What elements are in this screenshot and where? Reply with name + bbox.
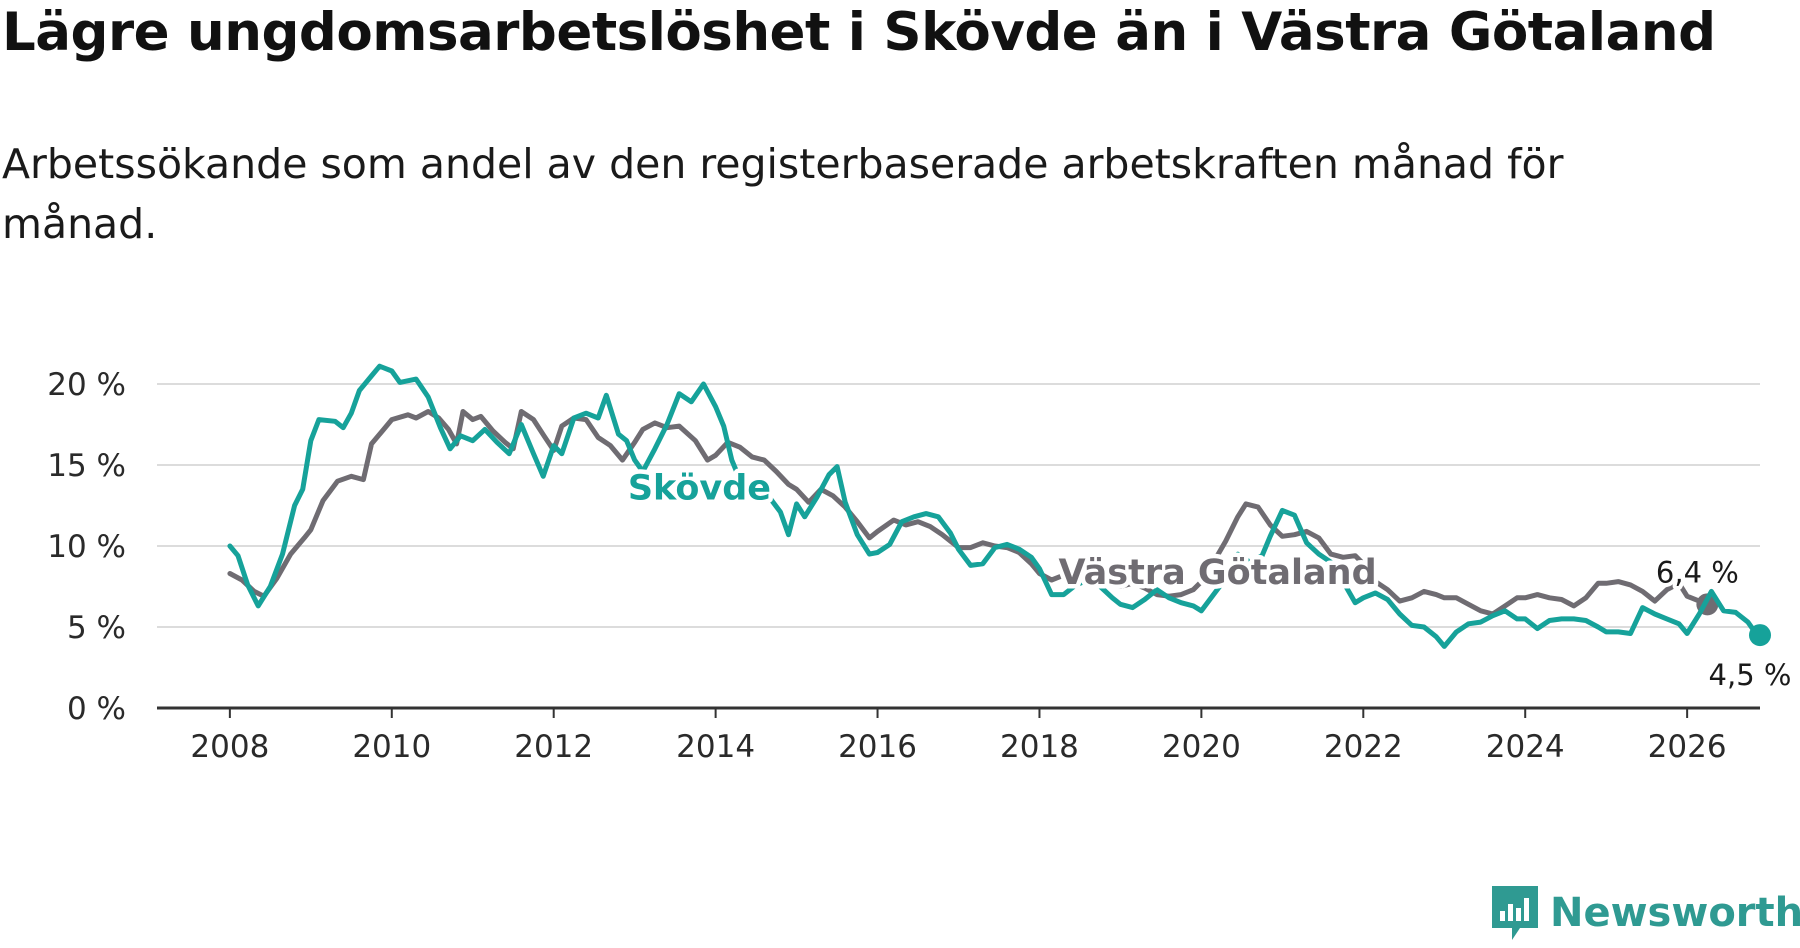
end-value-label: 4,5 % <box>1709 658 1792 692</box>
newsworthy-logo-icon <box>1492 886 1538 940</box>
newsworthy-logo-text: Newsworthy <box>1550 890 1800 936</box>
x-tick-label: 2026 <box>1648 729 1727 765</box>
x-tick-label: 2020 <box>1162 729 1241 765</box>
y-tick-label: 15 % <box>47 448 126 484</box>
series-line-vstra-gtaland <box>227 409 1710 617</box>
end-value-label: 6,4 % <box>1656 555 1739 589</box>
x-tick-label: 2022 <box>1324 729 1403 765</box>
chart-title: Lägre ungdomsarbetslöshet i Skövde än i … <box>2 2 1716 63</box>
x-tick-label: 2018 <box>1000 729 1079 765</box>
x-tick-label: 2012 <box>514 729 593 765</box>
x-axis-ticks: 2008 2010 2012 2014 2016 2018 2020 2022 2024 2026 <box>190 708 1727 765</box>
chart-subtitle: Arbetssökande som andel av den registerb… <box>2 140 1564 248</box>
series-label-0: Skövde <box>628 469 771 509</box>
series-label-1: Västra Götaland <box>1059 553 1377 593</box>
y-tick-label: 0 % <box>67 691 126 727</box>
x-tick-label: 2024 <box>1486 729 1565 765</box>
y-tick-label: 20 % <box>47 367 126 403</box>
end-point-1 <box>1749 624 1771 647</box>
newsworthy-logo[interactable]: Newsworthy <box>1490 883 1800 943</box>
y-axis-ticks: 0 % 5 % 10 % 15 % 20 % <box>47 367 126 727</box>
series-lines <box>227 363 1771 649</box>
x-tick-label: 2014 <box>676 729 755 765</box>
y-tick-label: 10 % <box>47 529 126 565</box>
x-tick-label: 2008 <box>190 729 269 765</box>
grid-lines <box>157 383 1760 628</box>
series-line-skvde <box>227 363 1763 649</box>
x-tick-label: 2010 <box>352 729 431 765</box>
y-tick-label: 5 % <box>67 610 126 646</box>
series-labels: Skövde Västra Götaland 6,4 % 4,5 % <box>623 464 1795 696</box>
x-tick-label: 2016 <box>838 729 917 765</box>
